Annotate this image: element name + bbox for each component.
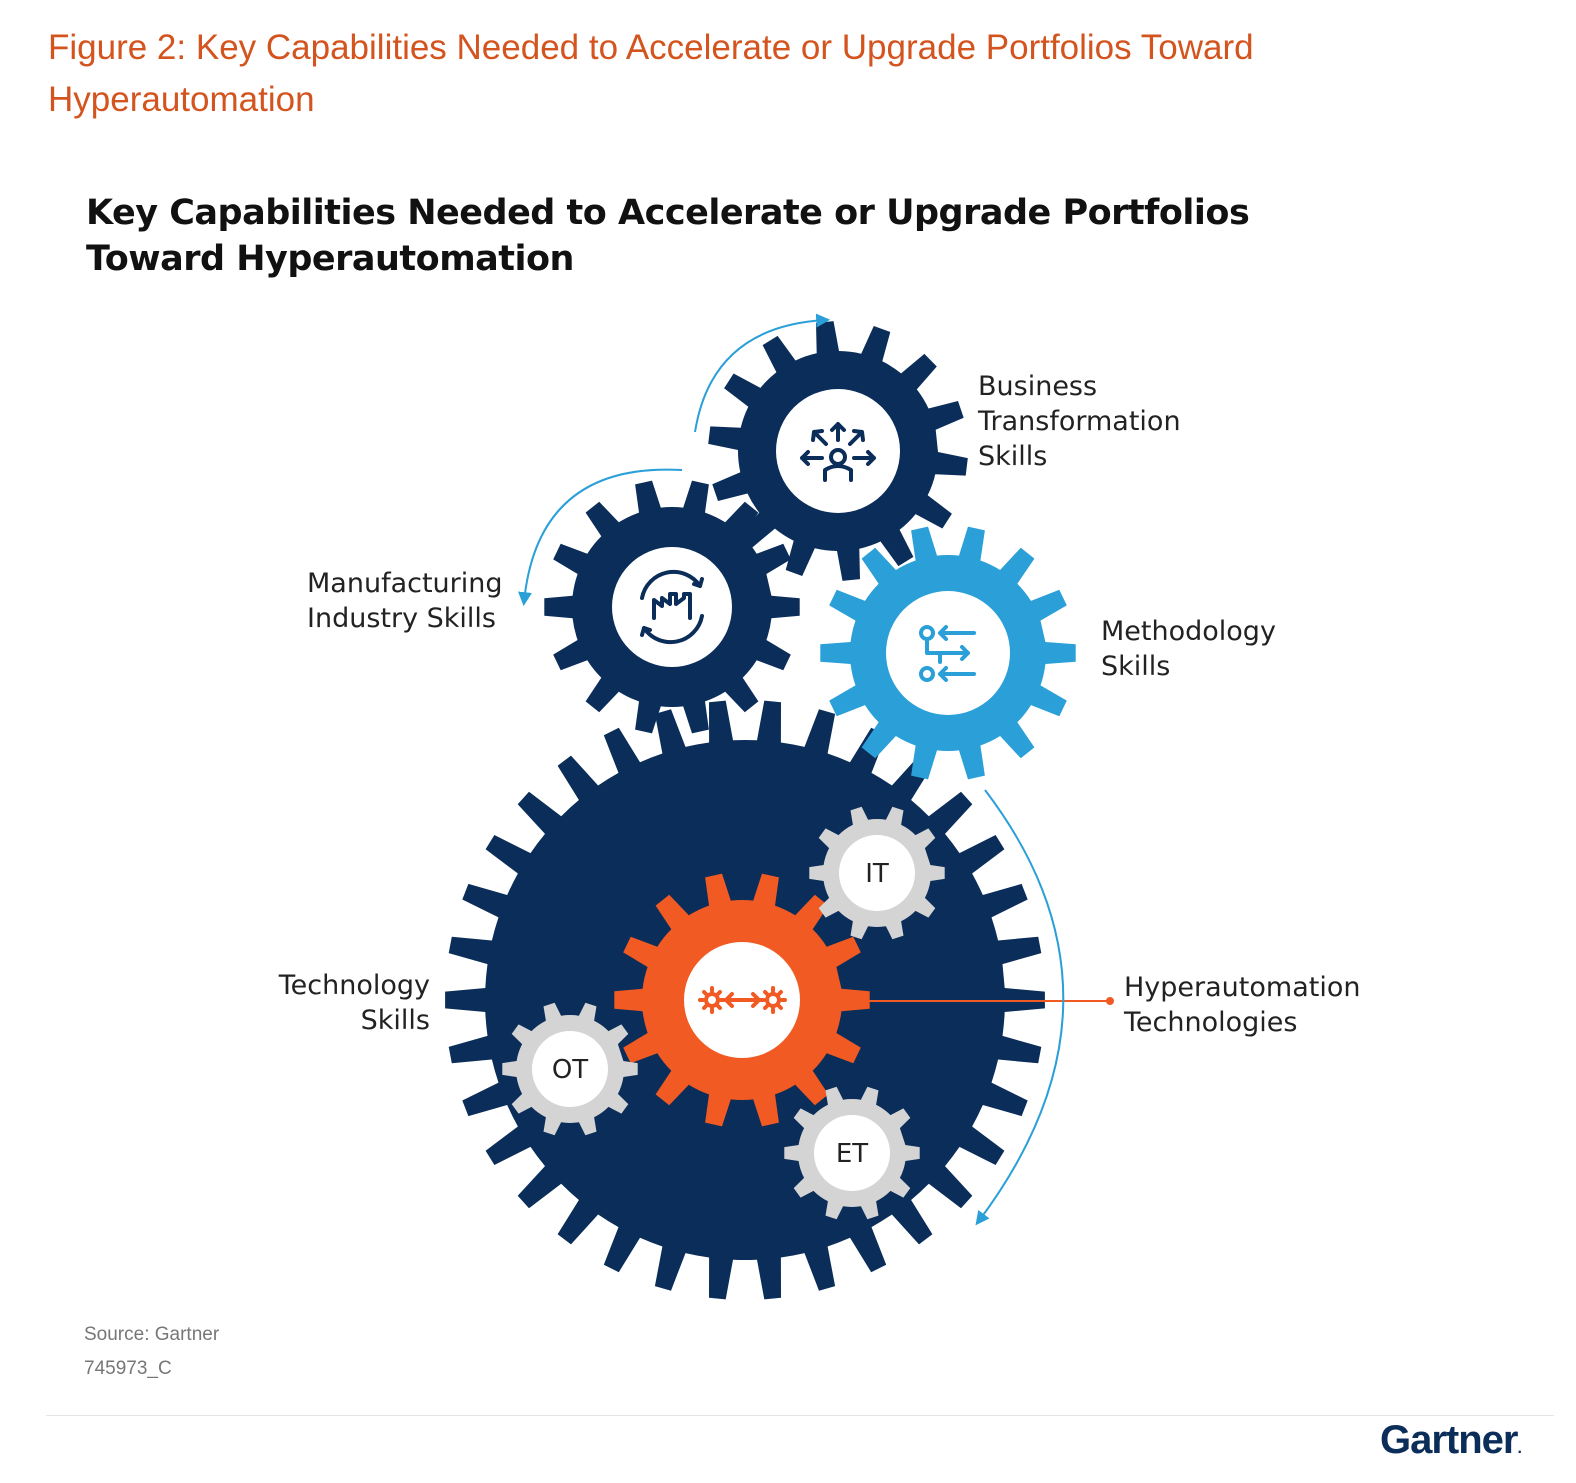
it-gear-label: IT bbox=[865, 859, 889, 889]
hyperautomation-leader-dot bbox=[1106, 997, 1114, 1005]
infographic-title: Key Capabilities Needed to Accelerate or… bbox=[86, 190, 1266, 282]
title-line-2: Toward Hyperautomation bbox=[86, 239, 574, 279]
document-id: 745973_C bbox=[84, 1358, 172, 1379]
people-arrows-icon bbox=[800, 422, 876, 482]
arrow-to-technology-gear bbox=[975, 789, 1065, 1226]
et-gear-label: ET bbox=[836, 1139, 868, 1169]
arrow-to-business-gear bbox=[694, 313, 831, 433]
source-note: Source: Gartner bbox=[84, 1324, 220, 1345]
title-line-1: Key Capabilities Needed to Accelerate or… bbox=[86, 193, 1250, 233]
business-transformation-label: Business Transformation Skills bbox=[978, 371, 1181, 472]
et-gear-hub bbox=[814, 1115, 890, 1191]
arrow-to-manufacturing-gear bbox=[518, 468, 683, 607]
hyperautomation-label: Hyperautomation Technologies bbox=[1124, 972, 1361, 1038]
gartner-logo-text: Gartner bbox=[1380, 1418, 1518, 1462]
manufacturing-industry-label: Manufacturing Industry Skills bbox=[307, 568, 503, 634]
it-gear-hub bbox=[839, 835, 915, 911]
gartner-logo[interactable]: Gartner. bbox=[1380, 1418, 1523, 1463]
gartner-logo-dot: . bbox=[1517, 1440, 1523, 1457]
methodology-label: Methodology Skills bbox=[1101, 616, 1276, 682]
ot-gear-hub bbox=[532, 1031, 608, 1107]
technology-label: Technology Skills bbox=[278, 970, 430, 1036]
footer-divider bbox=[46, 1415, 1554, 1416]
manufacturing-gear-hub bbox=[612, 547, 732, 667]
gears-connect-icon bbox=[698, 986, 787, 1014]
ot-gear-label: OT bbox=[552, 1055, 588, 1085]
factory-cycle-icon bbox=[640, 569, 704, 645]
figure-caption: Figure 2: Key Capabilities Needed to Acc… bbox=[48, 28, 1254, 119]
process-flow-icon bbox=[919, 625, 976, 682]
